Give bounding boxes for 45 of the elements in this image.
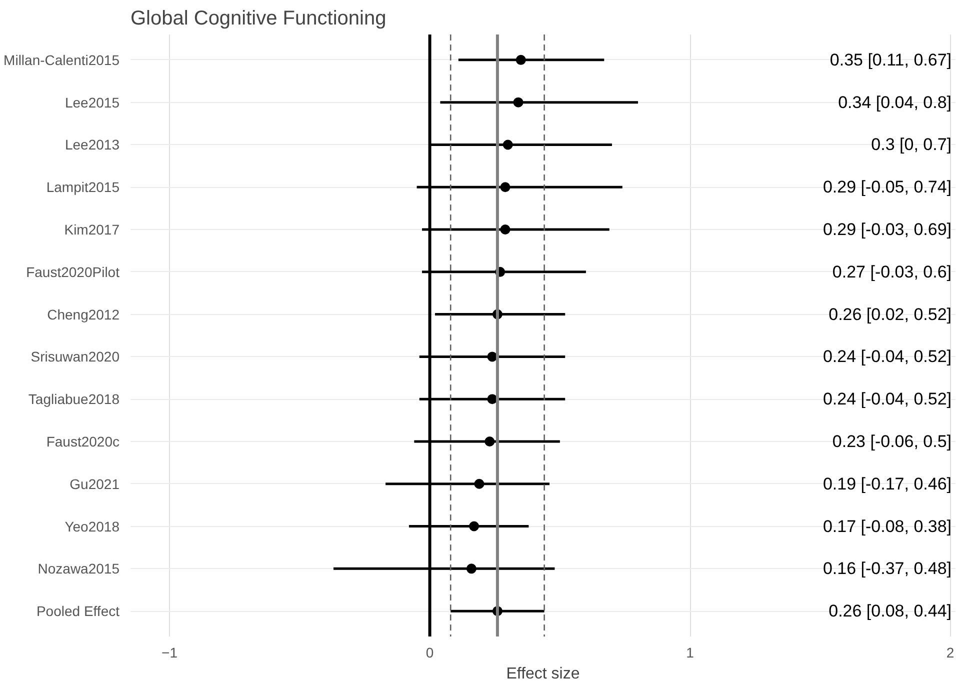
y-tick-label: Tagliabue2018 xyxy=(28,391,120,408)
y-tick-label: Gu2021 xyxy=(70,476,120,492)
y-tick-label: Kim2017 xyxy=(64,222,120,238)
annotation: 0.35 [0.11, 0.67] xyxy=(830,50,952,70)
y-tick-label: Nozawa2015 xyxy=(38,560,120,577)
annotation: 0.34 [0.04, 0.8] xyxy=(838,92,952,112)
point xyxy=(513,97,524,108)
annotation: 0.26 [0.02, 0.52] xyxy=(828,304,952,324)
point xyxy=(502,140,513,150)
chart-title: Global Cognitive Functioning xyxy=(130,8,386,30)
annotation: 0.19 [-0.17, 0.46] xyxy=(822,474,952,494)
annotation: 0.23 [-0.06, 0.5] xyxy=(832,432,952,451)
y-tick-label: Srisuwan2020 xyxy=(30,348,120,365)
y-tick-label: Faust2020c xyxy=(46,433,120,450)
point xyxy=(474,478,484,489)
y-tick-label: Lee2013 xyxy=(64,136,120,153)
y-tick-label: Lampit2015 xyxy=(46,179,120,196)
annotation: 0.29 [-0.05, 0.74] xyxy=(822,178,952,197)
annotation: 0.17 [-0.08, 0.38] xyxy=(822,516,952,536)
point xyxy=(487,352,498,362)
annotation: 0.26 [0.08, 0.44] xyxy=(828,602,952,621)
point xyxy=(500,224,510,235)
annotation: 0.16 [-0.37, 0.48] xyxy=(822,559,952,578)
x-tick-label: −1 xyxy=(162,644,178,660)
x-tick-label: 1 xyxy=(686,644,694,660)
point xyxy=(516,54,526,65)
point xyxy=(484,436,495,446)
annotation: 0.3 [0, 0.7] xyxy=(871,135,952,154)
annotation: 0.24 [-0.04, 0.52] xyxy=(822,347,952,366)
point xyxy=(487,394,498,404)
annotation: 0.29 [-0.03, 0.69] xyxy=(822,220,952,240)
annotation: 0.24 [-0.04, 0.52] xyxy=(822,390,952,409)
y-tick-label: Yeo2018 xyxy=(64,518,120,534)
x-axis-title: Effect size xyxy=(506,666,580,682)
point xyxy=(469,521,480,532)
y-tick-label: Lee2015 xyxy=(64,94,120,110)
y-tick-label: Millan-Calenti2015 xyxy=(4,52,120,68)
point xyxy=(466,564,476,574)
y-tick-label: Cheng2012 xyxy=(47,306,120,322)
annotation: 0.27 [-0.03, 0.6] xyxy=(832,262,952,282)
point xyxy=(500,182,510,192)
y-tick-label: Faust2020Pilot xyxy=(26,264,120,280)
x-tick-label: 2 xyxy=(946,644,954,660)
x-tick-label: 0 xyxy=(426,644,434,660)
y-tick-label: Pooled Effect xyxy=(36,603,120,620)
